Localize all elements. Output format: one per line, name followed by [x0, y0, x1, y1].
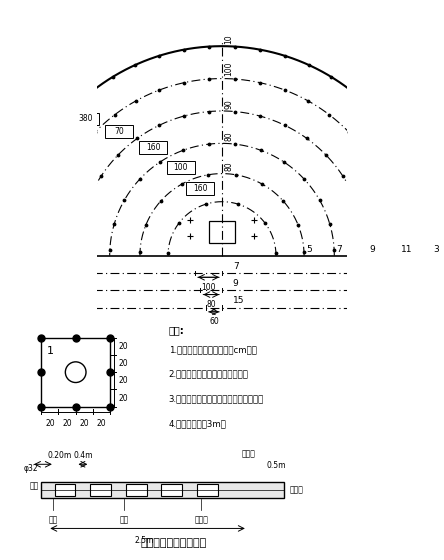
Text: 2.图中数字代表炮孔炸药量值图；: 2.图中数字代表炮孔炸药量值图；	[169, 370, 249, 379]
Text: 70: 70	[115, 127, 124, 136]
Text: 1.本图尺寸除说明外，均以cm计；: 1.本图尺寸除说明外，均以cm计；	[169, 345, 257, 354]
Text: 90: 90	[224, 99, 233, 109]
Text: 0.5m: 0.5m	[266, 461, 286, 470]
Text: 4.一个循环进尺3m。: 4.一个循环进尺3m。	[169, 419, 226, 428]
Bar	[197, 483, 218, 496]
FancyBboxPatch shape	[186, 183, 214, 195]
FancyBboxPatch shape	[105, 125, 134, 138]
Text: 80: 80	[206, 300, 216, 309]
Text: 导爆管: 导爆管	[290, 486, 304, 494]
FancyBboxPatch shape	[166, 161, 194, 174]
FancyBboxPatch shape	[139, 141, 167, 153]
Text: 0.20m: 0.20m	[47, 451, 71, 460]
Text: 80: 80	[224, 162, 233, 171]
Text: 100: 100	[173, 163, 188, 172]
Text: 20: 20	[62, 419, 72, 428]
Bar	[126, 483, 147, 496]
Text: 100: 100	[201, 283, 216, 292]
Text: 11: 11	[401, 245, 413, 254]
Bar	[41, 482, 284, 498]
Text: 20: 20	[79, 419, 89, 428]
Text: 附注:: 附注:	[169, 325, 184, 335]
Bar	[55, 483, 75, 496]
Text: φ32: φ32	[24, 464, 39, 473]
FancyBboxPatch shape	[71, 113, 99, 125]
Text: 20: 20	[119, 359, 128, 368]
Text: 60: 60	[209, 317, 219, 326]
Bar	[161, 483, 182, 496]
Text: 炮管: 炮管	[49, 516, 58, 525]
Text: 160: 160	[146, 143, 160, 152]
Text: 周边眼间隔装药结构图: 周边眼间隔装药结构图	[140, 538, 206, 548]
Text: 7: 7	[337, 245, 342, 254]
Text: 地震仪: 地震仪	[242, 449, 256, 458]
Text: 15: 15	[233, 296, 244, 305]
Text: 9: 9	[233, 279, 238, 288]
Text: 5: 5	[306, 245, 312, 254]
Bar	[90, 483, 111, 496]
Circle shape	[65, 362, 86, 382]
Text: 160: 160	[193, 184, 207, 193]
Text: 20: 20	[45, 419, 55, 428]
Text: 药卷: 药卷	[29, 481, 39, 490]
Text: 380: 380	[78, 114, 92, 124]
Text: 100: 100	[224, 62, 233, 76]
Text: 3.炮眼及爆破参数里见爆破设计参数表；: 3.炮眼及爆破参数里见爆破设计参数表；	[169, 394, 264, 403]
Text: 3: 3	[434, 245, 440, 254]
Text: 80: 80	[224, 132, 233, 141]
Text: 炮眼底: 炮眼底	[194, 516, 208, 525]
Text: 7: 7	[233, 262, 238, 271]
Bar	[41, 338, 110, 407]
Text: 20: 20	[119, 376, 128, 385]
Text: 9: 9	[369, 245, 375, 254]
Text: 20: 20	[119, 342, 128, 351]
Text: 20: 20	[119, 394, 128, 403]
Text: 1: 1	[46, 346, 53, 356]
Text: 10: 10	[224, 34, 233, 44]
Text: 2.5m: 2.5m	[135, 536, 154, 545]
Text: 20: 20	[97, 419, 106, 428]
Bar	[209, 221, 235, 242]
Text: 卡木: 卡木	[120, 516, 129, 525]
Text: 0.4m: 0.4m	[73, 451, 93, 460]
